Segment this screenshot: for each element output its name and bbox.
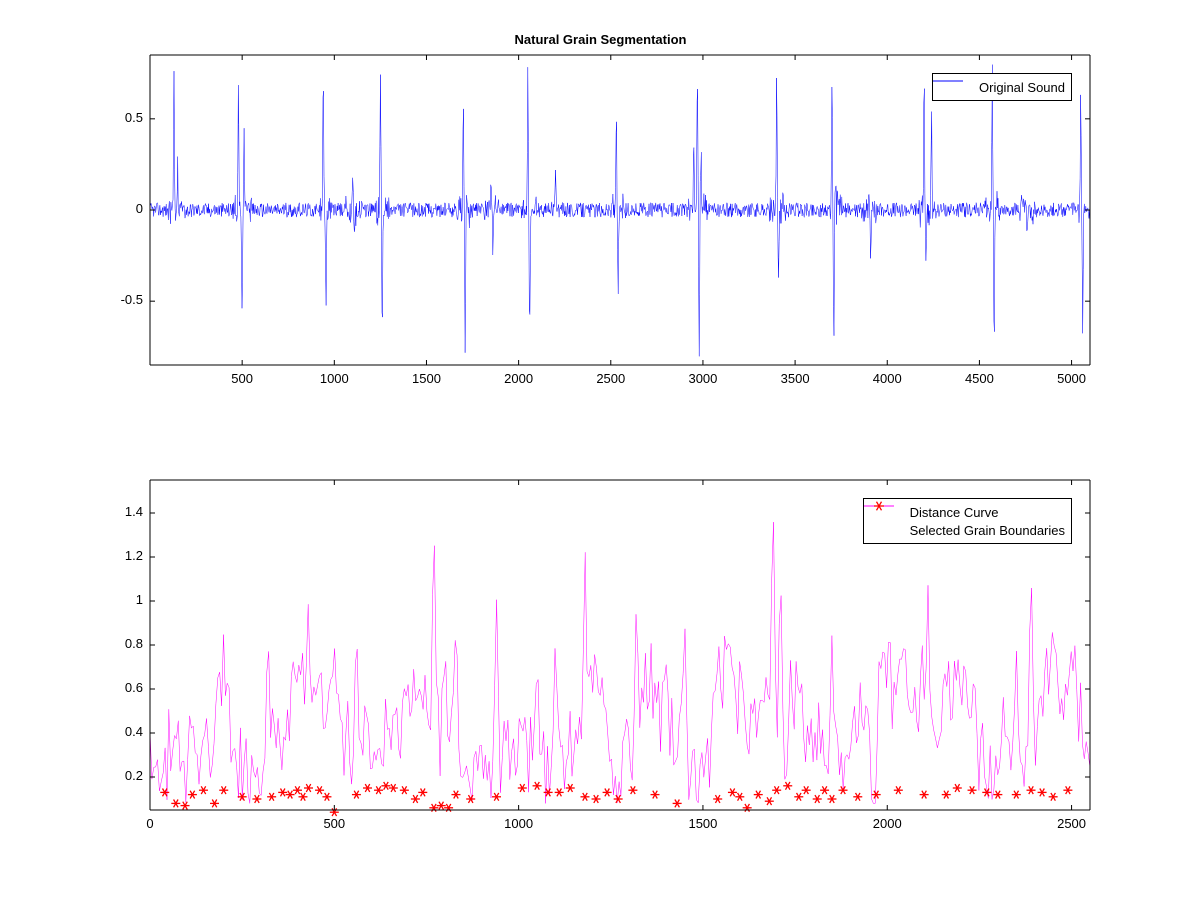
ytick-label: 0.6	[95, 680, 143, 695]
legend: Distance Curve Selected Grain Boundaries	[863, 498, 1072, 544]
top-chart: 500100015002000250030003500400045005000-…	[150, 55, 1090, 365]
ytick-label: 0.2	[95, 768, 143, 783]
xtick-label: 1000	[309, 371, 359, 386]
xtick-label: 500	[217, 371, 267, 386]
legend-item: Original Sound	[939, 78, 1065, 96]
legend-swatch	[870, 523, 900, 537]
legend-label: Distance Curve	[910, 505, 999, 520]
ytick-label: -0.5	[95, 292, 143, 307]
xtick-label: 2500	[586, 371, 636, 386]
legend-label: Selected Grain Boundaries	[910, 523, 1065, 538]
figure: Natural Grain Segmentation 5001000150020…	[0, 0, 1201, 900]
xtick-label: 4000	[862, 371, 912, 386]
xtick-label: 0	[125, 816, 175, 831]
ytick-label: 1.2	[95, 548, 143, 563]
legend-swatch	[939, 80, 969, 94]
xtick-label: 500	[309, 816, 359, 831]
xtick-label: 5000	[1047, 371, 1097, 386]
legend: Original Sound	[932, 73, 1072, 101]
bottom-chart: 050010001500200025000.20.40.60.811.21.4D…	[150, 480, 1090, 810]
xtick-label: 2500	[1047, 816, 1097, 831]
ytick-label: 1.4	[95, 504, 143, 519]
ytick-label: 1	[95, 592, 143, 607]
xtick-label: 1500	[401, 371, 451, 386]
xtick-label: 2000	[862, 816, 912, 831]
ytick-label: 0.5	[95, 110, 143, 125]
figure-title: Natural Grain Segmentation	[0, 32, 1201, 47]
xtick-label: 3000	[678, 371, 728, 386]
ytick-label: 0.4	[95, 724, 143, 739]
xtick-label: 3500	[770, 371, 820, 386]
legend-item: Distance Curve	[870, 503, 1065, 521]
legend-label: Original Sound	[979, 80, 1065, 95]
legend-item: Selected Grain Boundaries	[870, 521, 1065, 539]
xtick-label: 1000	[494, 816, 544, 831]
ytick-label: 0	[95, 201, 143, 216]
ytick-label: 0.8	[95, 636, 143, 651]
xtick-label: 1500	[678, 816, 728, 831]
xtick-label: 2000	[494, 371, 544, 386]
xtick-label: 4500	[954, 371, 1004, 386]
